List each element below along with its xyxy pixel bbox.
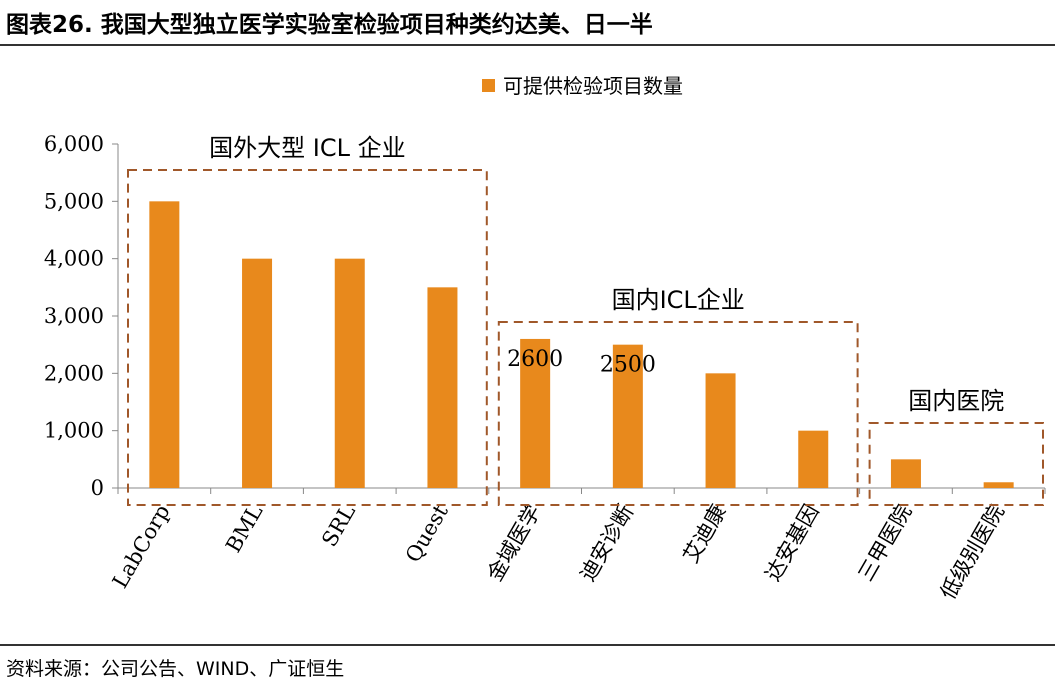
legend-label: 可提供检验项目数量: [503, 74, 683, 98]
x-tick-label: LabCorp: [108, 501, 175, 593]
footer-divider: [0, 644, 1055, 646]
group-box: [497, 321, 859, 506]
bar: [427, 287, 458, 488]
y-tick-label: 4,000: [44, 247, 104, 271]
bar: [612, 344, 643, 488]
x-tick-label: 金域医学: [483, 501, 546, 586]
group-box: [127, 169, 488, 506]
legend-swatch: [482, 79, 495, 92]
group-label: 国外大型 ICL 企业: [209, 134, 405, 162]
y-tick-label: 2,000: [44, 361, 104, 385]
group-box: [868, 422, 1044, 506]
y-tick-label: 5,000: [44, 189, 104, 213]
bar: [890, 459, 921, 488]
x-tick-label: 迪安诊断: [575, 501, 638, 586]
figure-title: 图表26. 我国大型独立医学实验室检验项目种类约达美、日一半: [6, 12, 653, 38]
data-label: 2600: [507, 347, 563, 372]
x-tick-label: 低级别医院: [936, 501, 1009, 604]
x-tick-label: BML: [221, 500, 267, 556]
header: 图表26. 我国大型独立医学实验室检验项目种类约达美、日一半: [0, 0, 1055, 46]
bar-chart: 0 1,000 2,000 3,000 4,000 5,000 6,000 LabCorp BM…: [44, 74, 1046, 604]
y-tick-label: 1,000: [44, 419, 104, 443]
bar: [798, 430, 829, 488]
data-label: 2500: [600, 353, 656, 378]
y-tick-label: 0: [91, 476, 104, 500]
group-label: 国内医院: [908, 387, 1004, 415]
x-tick-label: 艾迪康: [679, 501, 731, 568]
y-tick-label: 3,000: [44, 304, 104, 328]
x-tick-label: SRL: [317, 500, 360, 550]
bar: [983, 482, 1014, 488]
bar: [242, 258, 273, 488]
bar: [520, 338, 551, 488]
x-tick-label: 三甲医院: [853, 501, 916, 586]
bar: [149, 201, 180, 489]
bar: [705, 373, 736, 488]
x-tick-label: 达安基因: [761, 501, 824, 586]
bar: [334, 258, 365, 488]
y-tick-label: 6,000: [44, 132, 104, 156]
x-tick-label: Quest: [401, 500, 453, 567]
source-note: 资料来源：公司公告、WIND、广证恒生: [6, 658, 345, 680]
group-label: 国内ICL企业: [612, 286, 745, 314]
